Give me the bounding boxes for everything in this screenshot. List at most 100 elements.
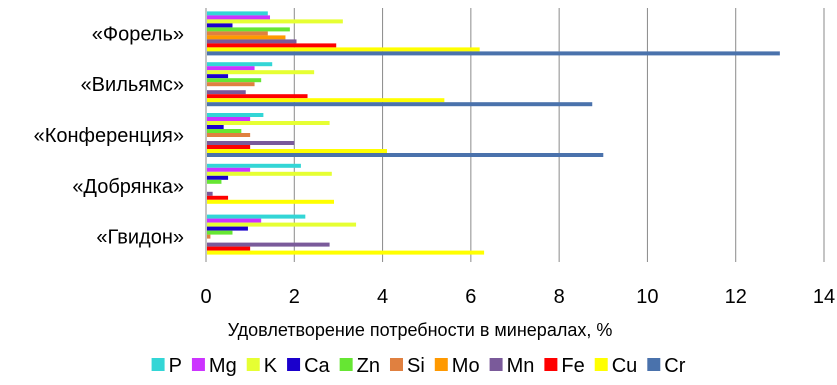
legend-swatch	[246, 358, 260, 371]
bar-zn	[207, 78, 262, 83]
category-label: «Вильямс»	[81, 74, 184, 96]
x-tick-label: 4	[377, 286, 388, 308]
bar-ca	[207, 175, 229, 180]
legend-item-p: P	[151, 355, 182, 377]
bar-mn	[207, 242, 330, 247]
legend-label: Ca	[304, 355, 330, 377]
gridlines	[293, 8, 825, 262]
legend: P Mg K Ca Zn Si Mo Mn Fe Cu Cr	[151, 355, 686, 377]
legend-swatch	[544, 358, 558, 371]
bar-k	[207, 70, 315, 75]
bar-cr	[207, 153, 604, 157]
legend-label: K	[264, 355, 278, 377]
bar-zn	[207, 129, 242, 133]
x-tick-label: 6	[465, 286, 476, 308]
x-tick-label: 2	[289, 286, 300, 308]
category-label: «Конференция»	[34, 125, 184, 147]
bar-ca	[207, 74, 229, 79]
legend-label: Mg	[209, 355, 237, 377]
x-tick-label: 12	[725, 286, 747, 308]
bar-p	[207, 113, 264, 117]
bar-p	[207, 11, 268, 16]
bar-mg	[207, 218, 262, 223]
legend-label: P	[169, 355, 182, 377]
legend-item-cu: Cu	[594, 355, 638, 377]
x-tick-labels: 0 2 4 6 8 10 12 14	[200, 286, 835, 308]
bar-k	[207, 19, 343, 24]
legend-item-k: K	[246, 355, 278, 377]
bar-cu	[207, 149, 387, 153]
bar-fe	[207, 195, 229, 200]
bar-cu	[207, 98, 445, 103]
bar-ca	[207, 125, 224, 129]
legend-label: Mo	[452, 355, 480, 377]
bar-fe	[207, 246, 251, 251]
legend-label: Fe	[561, 355, 584, 377]
bar-si	[207, 31, 268, 36]
bar-mn	[207, 191, 213, 196]
legend-swatch	[489, 358, 503, 371]
bar-mn	[207, 90, 246, 95]
category-label: «Добрянка»	[72, 176, 184, 198]
bar-mg	[207, 117, 251, 121]
bar-mg	[207, 167, 251, 172]
legend-label: Cr	[664, 355, 685, 377]
bar-k	[207, 121, 330, 125]
x-tick-label: 8	[554, 286, 565, 308]
bar-zn	[207, 179, 222, 184]
bar-k	[207, 171, 332, 176]
bar-si	[207, 234, 211, 239]
bar-fe	[207, 145, 251, 149]
legend-item-fe: Fe	[544, 355, 585, 377]
bar-cu	[207, 199, 335, 204]
bar-zn	[207, 27, 290, 32]
bar-cr	[207, 51, 780, 56]
legend-item-si: Si	[389, 355, 425, 377]
category-label: «Форель»	[92, 23, 184, 45]
bar-zn	[207, 230, 233, 235]
category-labels: «Форель» «Вильямс» «Конференция» «Добрянка»…	[34, 23, 184, 248]
bar-ca	[207, 23, 233, 28]
legend-label: Mn	[507, 355, 535, 377]
legend-swatch	[434, 358, 448, 371]
bar-cr	[207, 102, 593, 107]
bar-p	[207, 214, 306, 219]
bar-fe	[207, 94, 308, 99]
legend-item-mo: Mo	[434, 355, 480, 377]
legend-item-ca: Ca	[287, 355, 331, 377]
legend-label: Zn	[357, 355, 380, 377]
legend-item-zn: Zn	[339, 355, 380, 377]
bar-si	[207, 82, 255, 87]
bar-cu	[207, 250, 485, 255]
legend-item-mn: Mn	[489, 355, 535, 377]
x-tick-label: 10	[636, 286, 658, 308]
bar-cu	[207, 47, 480, 52]
bar-p	[207, 163, 301, 168]
bar-p	[207, 62, 273, 67]
x-tick-label: 14	[813, 286, 835, 308]
legend-item-mg: Mg	[191, 355, 237, 377]
bar-fe	[207, 43, 337, 48]
bar-mo	[207, 35, 286, 40]
bar-mg	[207, 15, 271, 20]
bar-mg	[207, 66, 255, 71]
x-axis-title: Удовлетворение потребности в минералах, …	[228, 320, 613, 340]
legend-swatch	[339, 358, 353, 371]
legend-label: Cu	[612, 355, 638, 377]
legend-swatch	[594, 358, 608, 371]
legend-swatch	[191, 358, 205, 371]
bar-mn	[207, 141, 295, 145]
legend-swatch	[647, 358, 661, 371]
bar-ca	[207, 226, 248, 231]
legend-swatch	[389, 358, 403, 371]
legend-swatch	[151, 358, 165, 371]
bar-si	[207, 133, 251, 137]
bars	[207, 11, 780, 255]
legend-item-cr: Cr	[647, 355, 686, 377]
legend-label: Si	[407, 355, 425, 377]
bar-k	[207, 222, 357, 227]
category-label: «Гвидон»	[96, 227, 184, 249]
x-tick-label: 0	[200, 286, 211, 308]
legend-swatch	[287, 358, 301, 371]
